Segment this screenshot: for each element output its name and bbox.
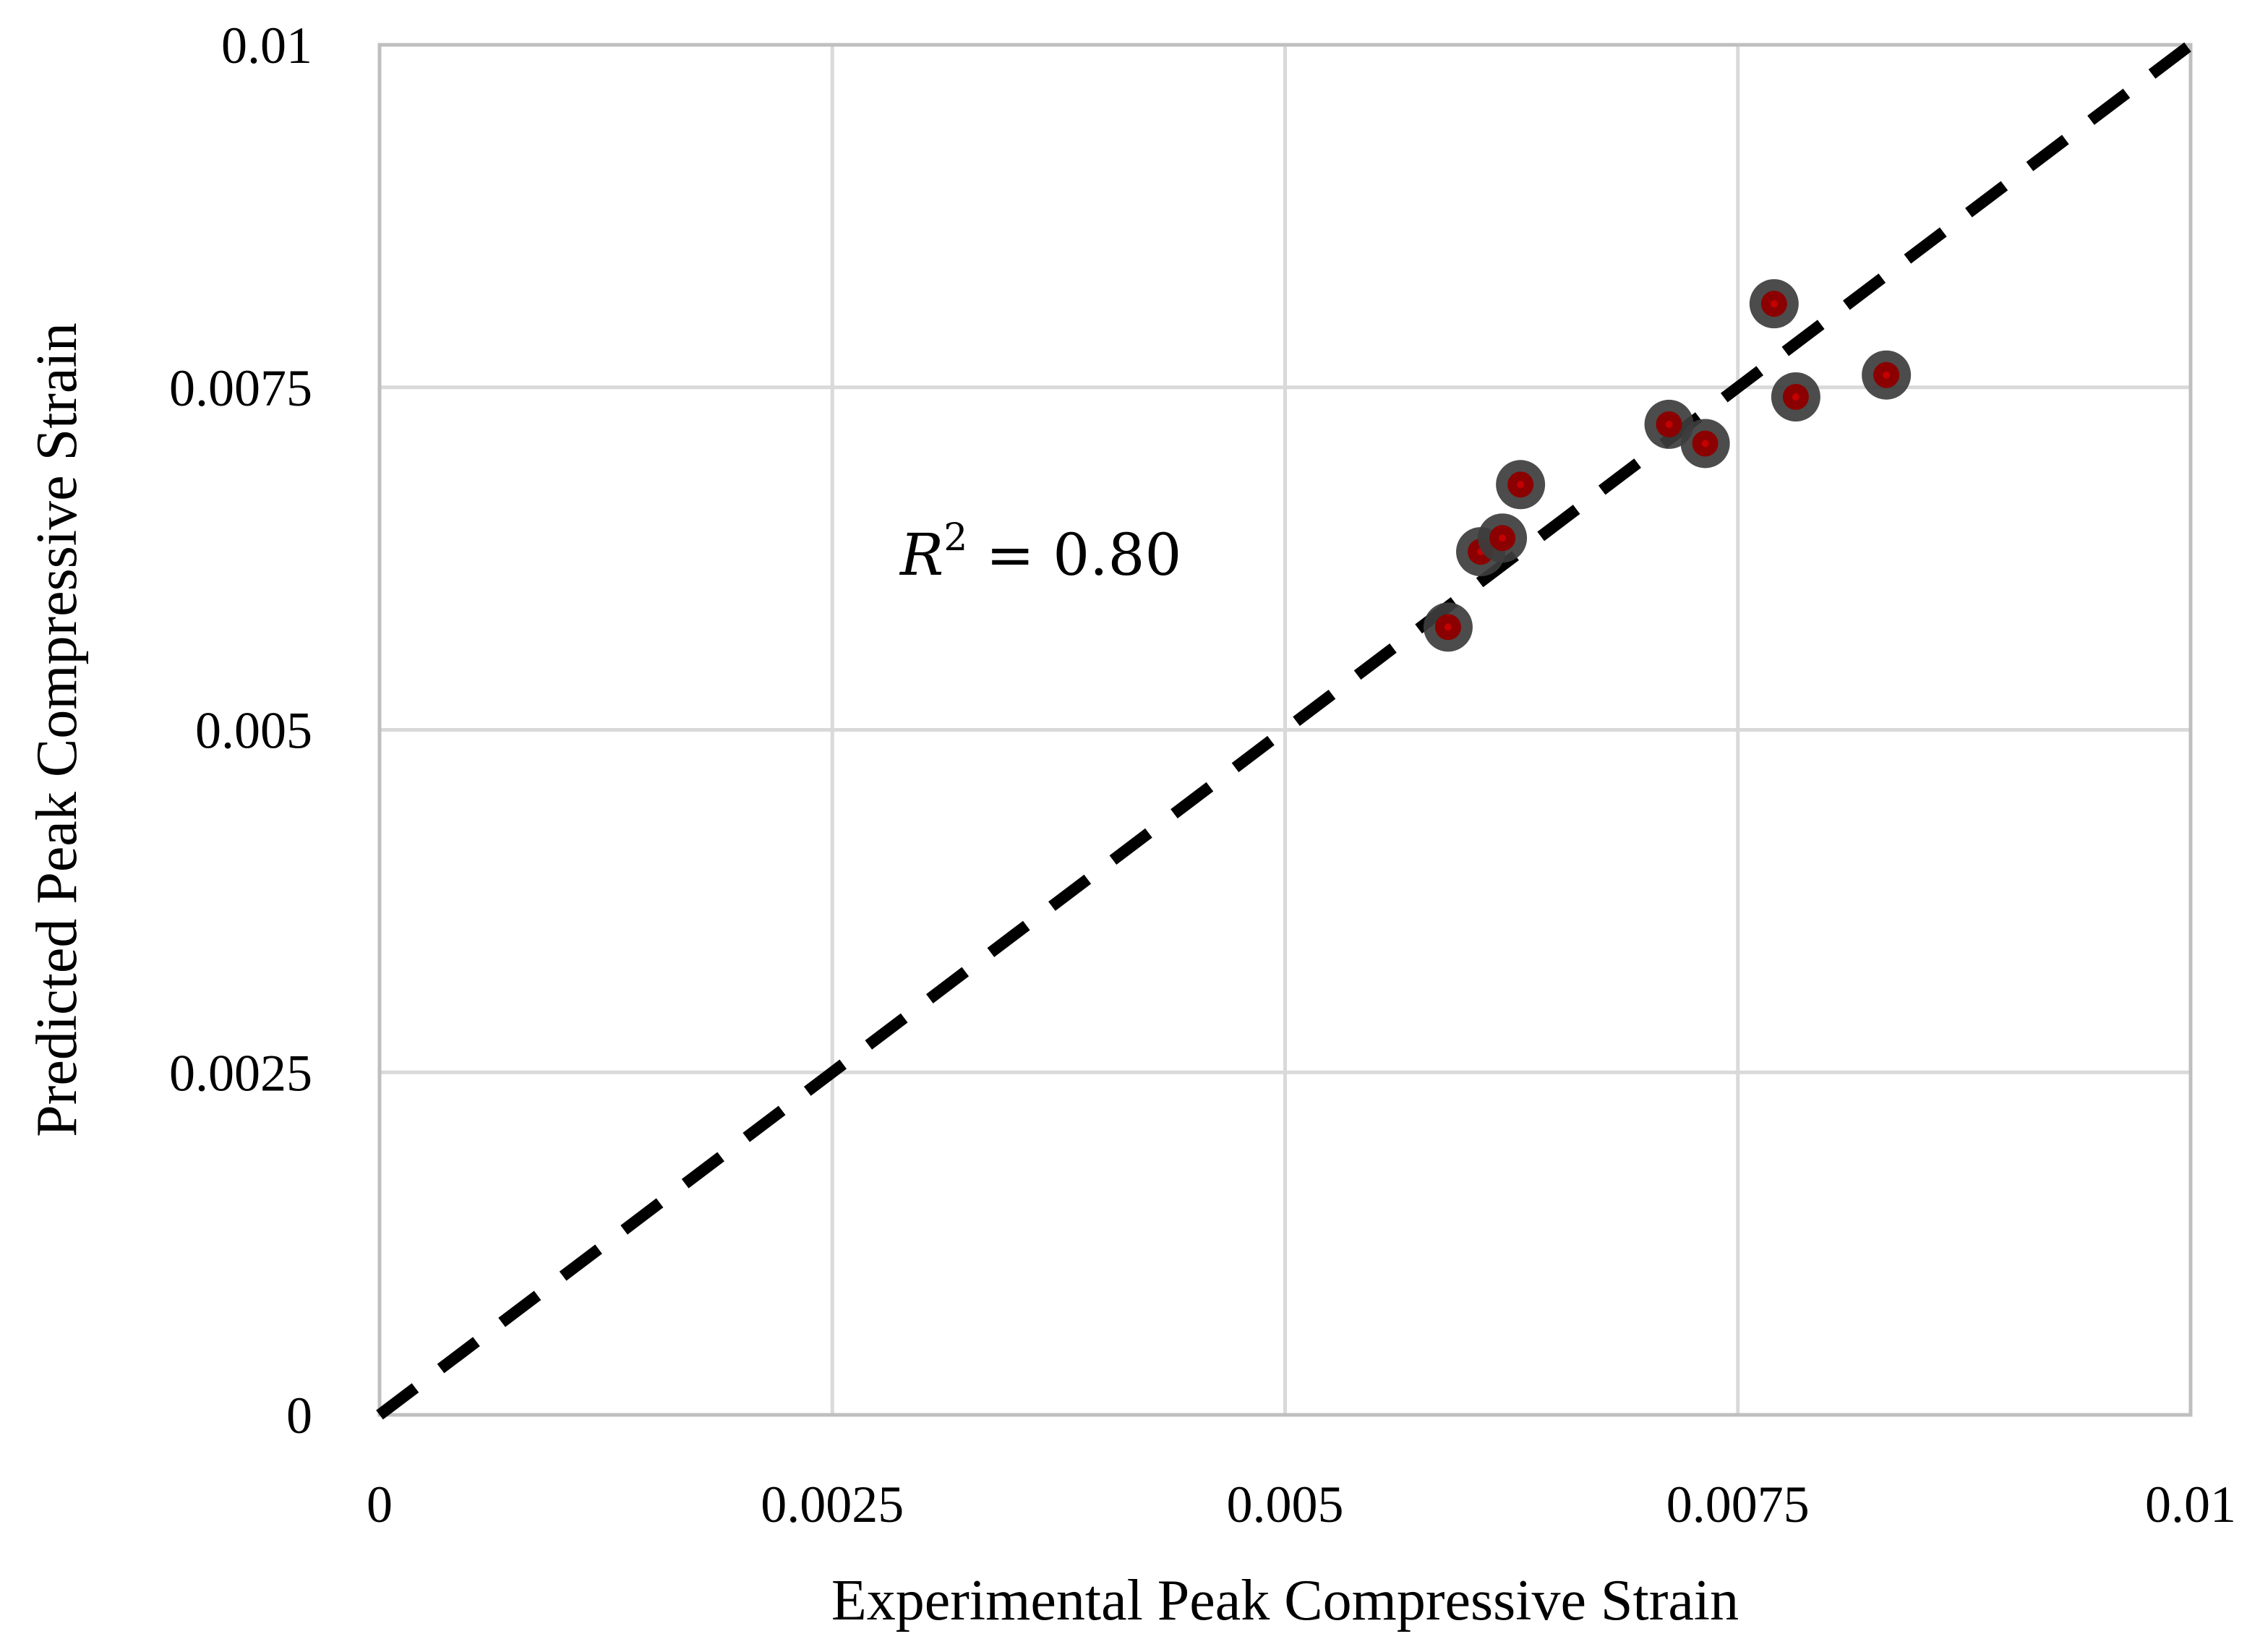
y-tick-label: 0.0025 [169, 1044, 312, 1102]
data-point-center [1665, 420, 1673, 428]
x-tick-label: 0.0025 [761, 1476, 904, 1533]
x-tick-label: 0.0075 [1666, 1476, 1810, 1533]
data-point-center [1444, 623, 1452, 631]
y-axis-tick-labels: 0 0.0025 0.005 0.0075 0.01 [169, 17, 312, 1445]
data-point-center [1792, 393, 1799, 401]
data-point-center [1883, 371, 1891, 379]
data-point [1771, 372, 1820, 422]
data-point [1496, 460, 1546, 510]
y-tick-label: 0.01 [221, 17, 312, 74]
data-point [1680, 419, 1730, 468]
x-axis-title: Experimental Peak Compressive Strain [831, 1569, 1739, 1632]
r-squared-symbol: R [899, 521, 943, 589]
r-squared-value: = 0.80 [967, 521, 1181, 589]
data-point-center [1770, 300, 1778, 308]
x-axis-tick-labels: 0 0.0025 0.005 0.0075 0.01 [367, 1476, 2236, 1533]
data-points [1423, 279, 1912, 652]
y-tick-label: 0 [286, 1387, 312, 1445]
data-point [1423, 602, 1473, 652]
data-point [1862, 350, 1912, 400]
data-point [1644, 399, 1694, 449]
x-tick-label: 0 [367, 1476, 393, 1533]
r-squared-annotation: R2 = 0.80 [899, 516, 1181, 589]
y-tick-label: 0.005 [195, 702, 312, 760]
plot-area-frame [377, 43, 2193, 1417]
y-axis-title: Predicted Peak Compressive Strain [25, 322, 89, 1137]
data-point-center [1499, 534, 1507, 542]
y-tick-label: 0.0075 [169, 359, 312, 417]
data-point [1478, 513, 1528, 563]
x-tick-label: 0.005 [1227, 1476, 1344, 1533]
data-point-center [1517, 481, 1525, 489]
data-point [1749, 279, 1799, 329]
x-tick-label: 0.01 [2145, 1476, 2236, 1533]
r-squared-exponent: 2 [943, 516, 967, 560]
data-point-center [1701, 440, 1709, 448]
